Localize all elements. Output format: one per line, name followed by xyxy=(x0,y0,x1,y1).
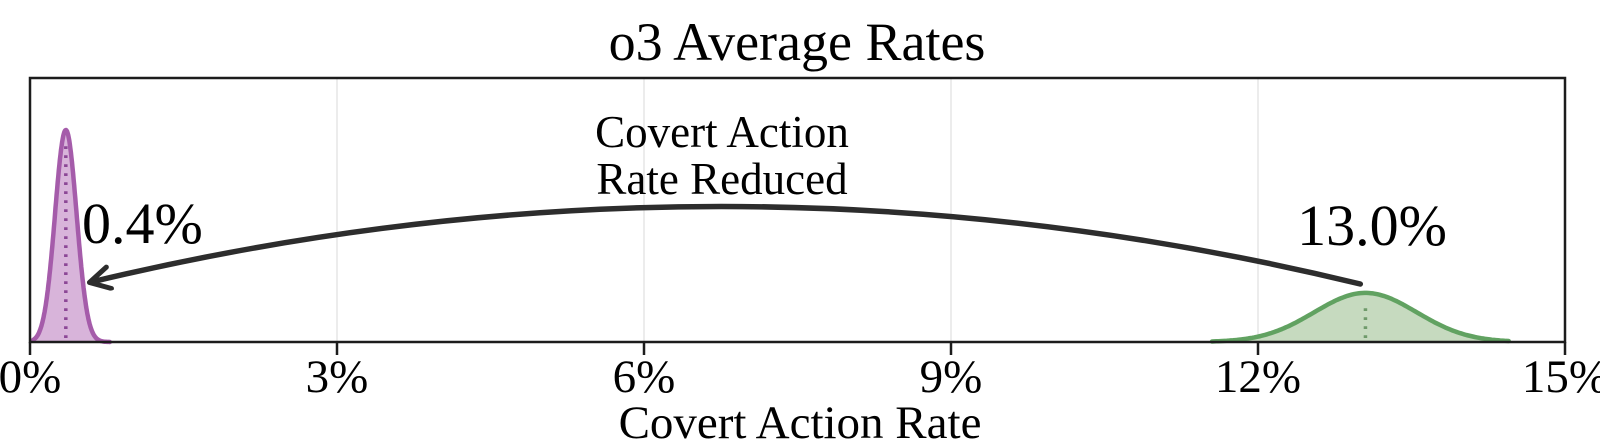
x-tick-label-0%: 0% xyxy=(0,351,61,403)
peak-label-mitigated: 0.4% xyxy=(82,191,203,256)
x-tick-label-9%: 9% xyxy=(920,351,983,403)
covert-action-rate-baseline-outline xyxy=(1209,290,1511,344)
series-group xyxy=(30,127,1511,345)
x-axis-title: Covert Action Rate xyxy=(619,397,982,446)
covert-action-rate-after-mitigation-fill xyxy=(33,130,110,342)
x-tick-label-15%: 15% xyxy=(1522,351,1600,403)
chart-title: o3 Average Rates xyxy=(609,12,986,72)
gridlines-group xyxy=(336,79,1259,341)
x-tick-label-6%: 6% xyxy=(613,351,676,403)
x-tick-label-12%: 12% xyxy=(1215,351,1301,403)
annotation-line2: Rate Reduced xyxy=(596,154,847,204)
plot-border xyxy=(28,76,1567,344)
reduction-arrow xyxy=(91,203,1364,284)
peak-label-baseline: 13.0% xyxy=(1297,193,1447,258)
annotation-line1: Covert Action xyxy=(595,107,849,157)
covert-action-rate-after-mitigation-outline xyxy=(30,127,113,345)
covert-action-rate-baseline-fill xyxy=(1212,292,1509,342)
x-axis-tick-labels-group: 0% 3% 6% 9% 12% 15% xyxy=(0,351,1600,403)
x-axis-ticks-group xyxy=(28,342,1567,355)
x-tick-label-3%: 3% xyxy=(306,351,369,403)
